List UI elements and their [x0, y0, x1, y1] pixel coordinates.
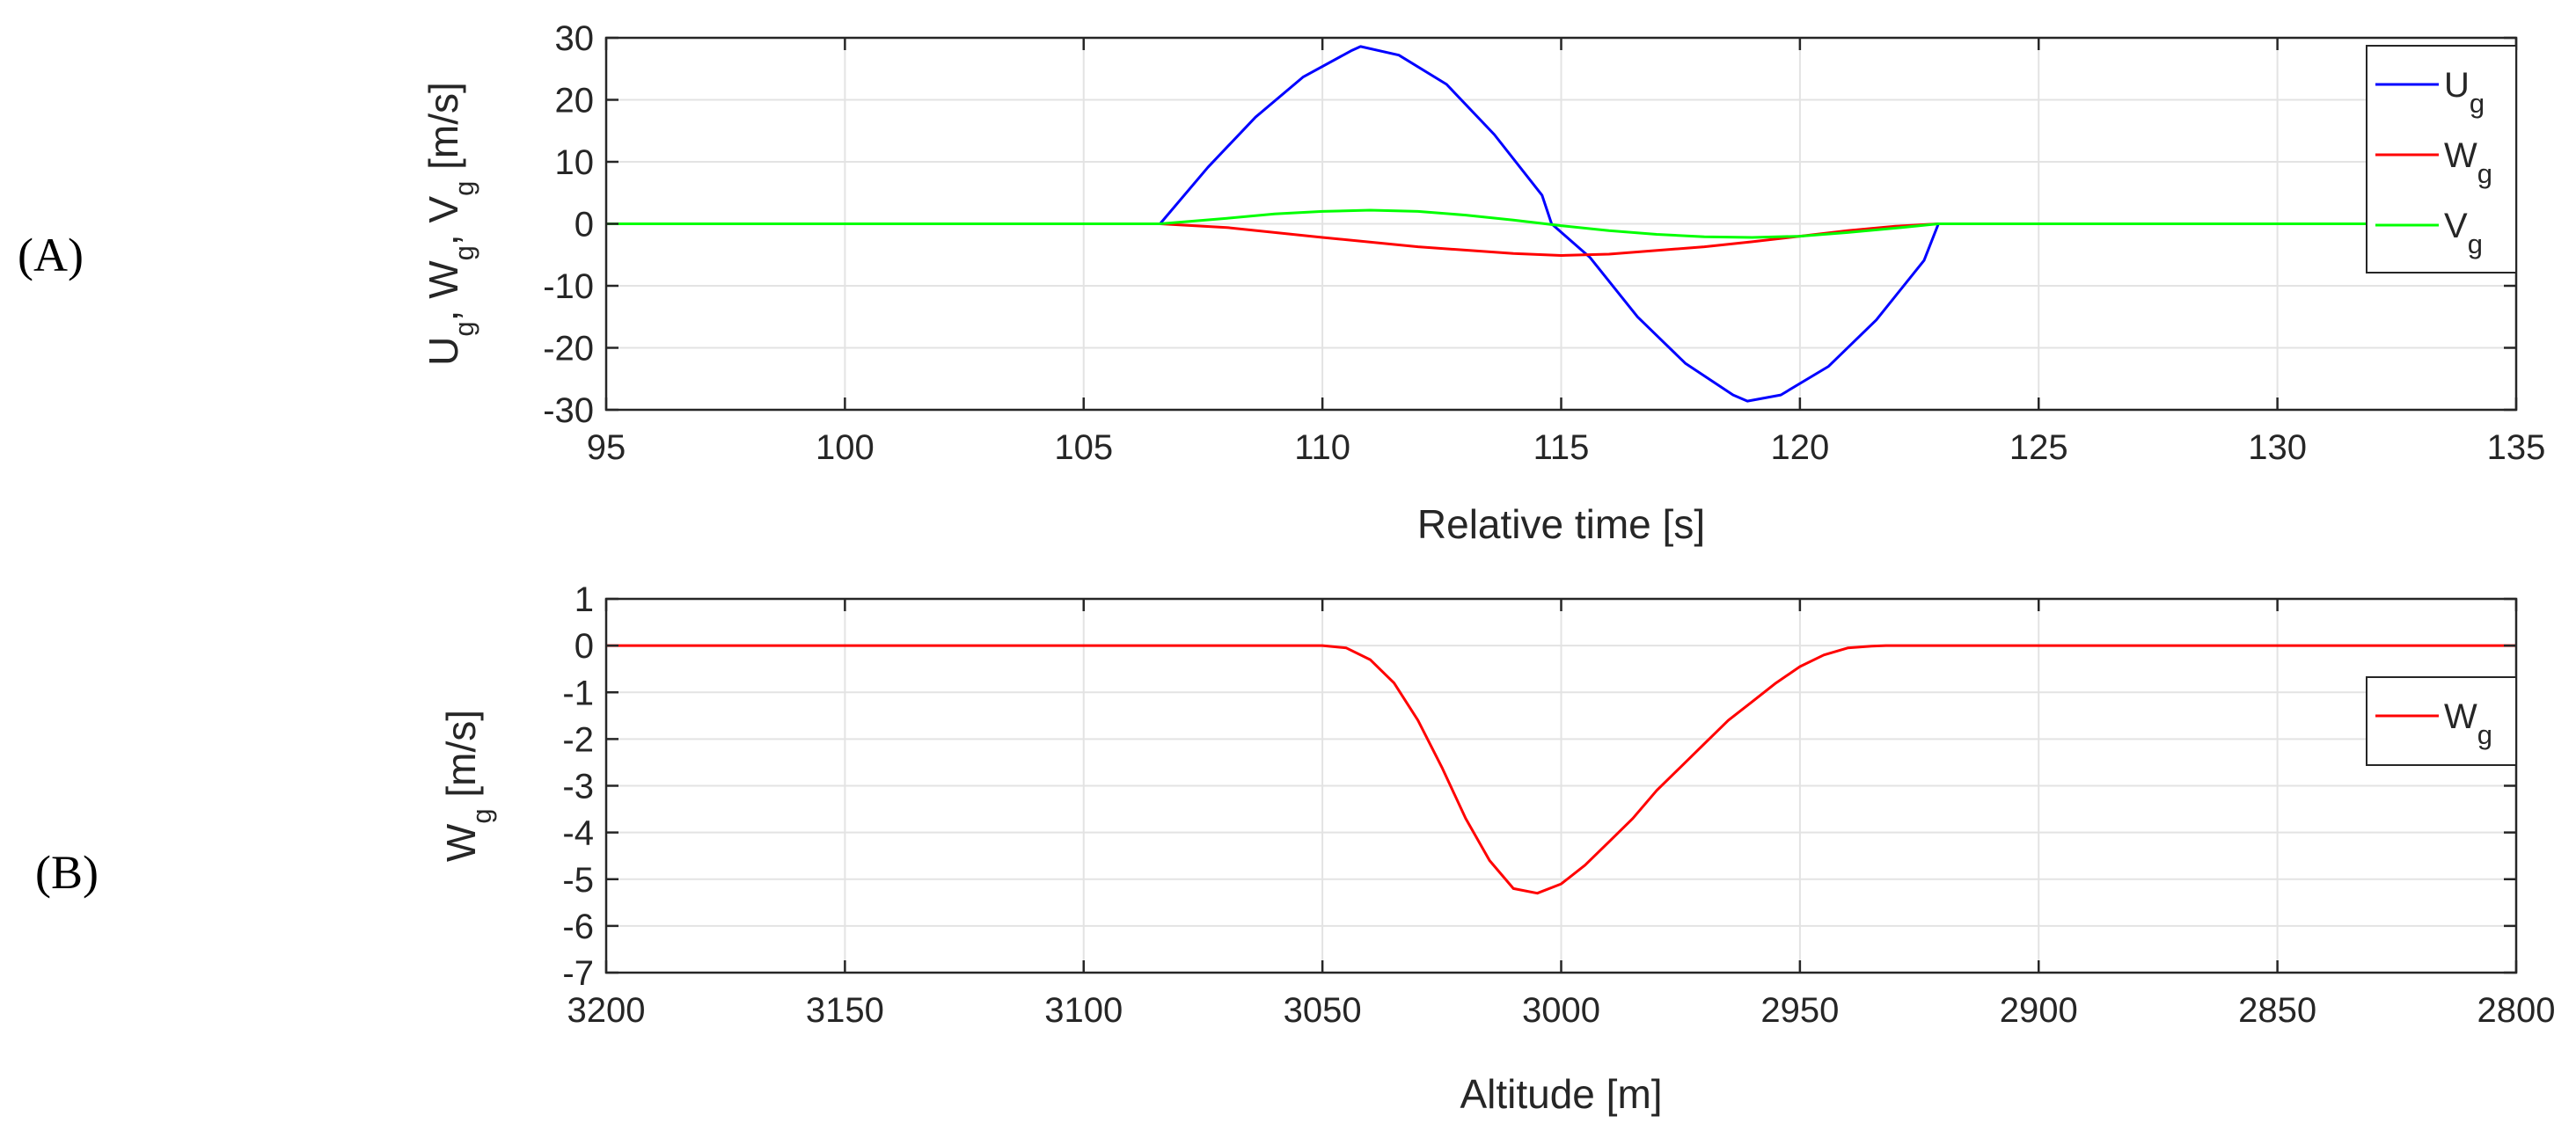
- x-tick-label: 2800: [2477, 991, 2556, 1030]
- y-tick-label: -7: [562, 954, 594, 993]
- y-tick-label: -3: [562, 768, 594, 806]
- series-line-wg: [606, 222, 2516, 257]
- panel-label-a: (A): [18, 229, 84, 281]
- x-tick-label: 3100: [1044, 991, 1123, 1030]
- x-tick-label: 2950: [1760, 991, 1839, 1030]
- y-tick-label: 0: [574, 627, 594, 666]
- y-tick-label: -2: [562, 720, 594, 759]
- x-axis-label: Relative time [s]: [1417, 501, 1705, 547]
- y-tick-label: -6: [562, 908, 594, 946]
- x-tick-label: 100: [816, 428, 875, 467]
- legend-entry: Ug: [2444, 66, 2485, 119]
- x-tick-label: 125: [2009, 428, 2068, 467]
- chart-a: 95 100 105 110 115 120 125 130 1353020100-10-20-…: [421, 19, 2545, 547]
- y-tick-label: -30: [543, 391, 594, 430]
- x-tick-label: 130: [2248, 428, 2307, 467]
- y-tick-label: 10: [555, 143, 595, 182]
- y-tick-label: 20: [555, 82, 595, 120]
- panel-label-b: (B): [35, 846, 99, 899]
- x-tick-label: 110: [1294, 428, 1350, 467]
- legend-entry: Wg: [2444, 136, 2492, 189]
- y-tick-label: 0: [574, 206, 594, 244]
- y-tick-label: -20: [543, 330, 594, 368]
- x-tick-label: 135: [2487, 428, 2546, 467]
- x-tick-label: 3050: [1284, 991, 1362, 1030]
- y-tick-label: -10: [543, 267, 594, 306]
- y-tick-label: -5: [562, 861, 594, 900]
- x-tick-label: 120: [1771, 428, 1830, 467]
- x-tick-label: 3000: [1522, 991, 1600, 1030]
- legend: Ug Wg Vg: [2366, 45, 2517, 273]
- legend-entry: Vg: [2444, 207, 2483, 259]
- x-tick-label: 105: [1054, 428, 1113, 467]
- legend-box: [2366, 676, 2517, 766]
- x-tick-label: 3150: [806, 991, 884, 1030]
- y-tick-label: -1: [562, 674, 594, 712]
- x-tick-label: 115: [1533, 428, 1590, 467]
- legend-entry: Wg: [2444, 697, 2492, 750]
- y-tick-label: -4: [562, 814, 594, 853]
- y-axis-label: Ug, Wg, Vg [m/s]: [421, 82, 479, 366]
- y-tick-label: 1: [574, 580, 594, 619]
- x-tick-label: 3200: [567, 991, 646, 1030]
- y-axis-label: Wg [m/s]: [438, 710, 497, 862]
- x-tick-label: 2900: [2000, 991, 2078, 1030]
- y-tick-label: 30: [555, 19, 595, 58]
- series-line-vg: [606, 208, 2516, 239]
- x-tick-label: 2850: [2238, 991, 2316, 1030]
- x-axis-label: Altitude [m]: [1460, 1071, 1662, 1117]
- legend-box: [2366, 45, 2517, 273]
- series-line-wg: [606, 644, 2516, 895]
- x-tick-label: 95: [587, 428, 626, 467]
- chart-b: 3200 3150 3100 3050 3000 2950 2900 2850 2800 1 0 -1…: [438, 580, 2555, 1117]
- legend: Wg: [2366, 676, 2517, 766]
